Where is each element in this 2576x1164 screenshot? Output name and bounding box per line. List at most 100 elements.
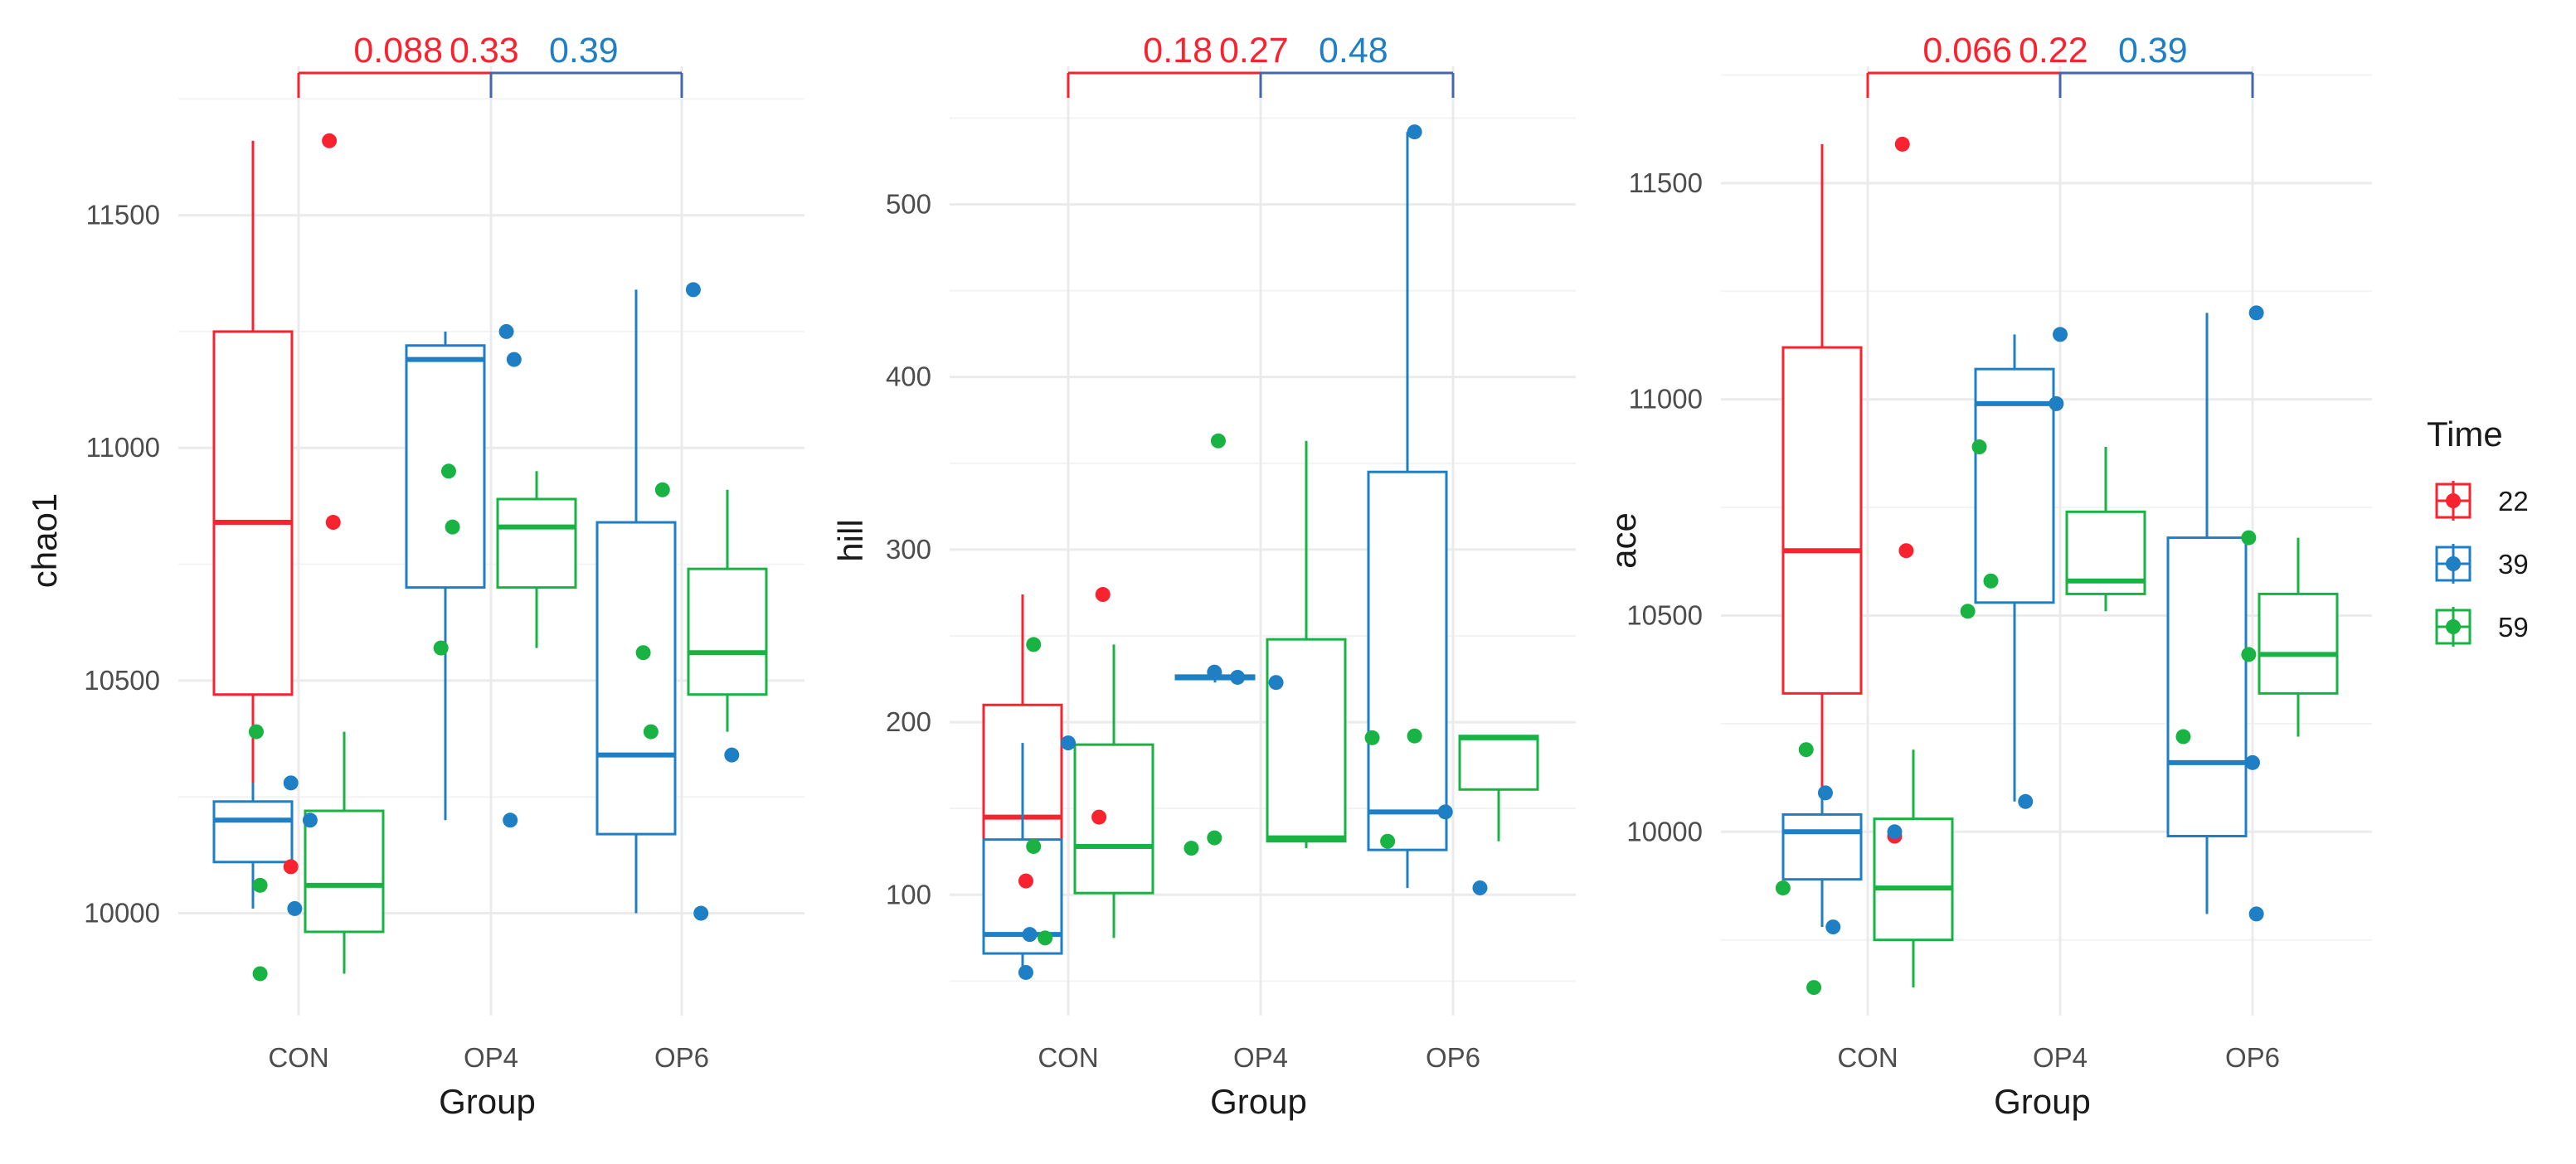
data-point-59 [1026,838,1042,854]
boxes [1781,143,2339,988]
data-point-59 [1380,833,1396,849]
points [1018,124,1488,980]
box-OP6-39 [2166,313,2248,914]
data-point-59 [635,645,651,661]
p-value-label: 0.22 [2019,31,2088,70]
box-OP6-59 [687,489,768,732]
y-tick-label: 11000 [86,432,160,463]
box-CON-59 [1873,749,1954,988]
legend-item-59: 59 [2435,607,2529,647]
data-point-22 [322,133,338,148]
data-point-39 [506,352,522,367]
y-tick-label: 11500 [1629,167,1703,198]
data-point-59 [433,640,449,656]
data-point-59 [248,724,264,740]
x-tick-label: CON [1837,1042,1898,1073]
y-tick-label: 300 [886,534,931,565]
y-tick-label: 10000 [84,898,160,929]
data-point-59 [1407,728,1422,744]
box-OP4-39 [1974,334,2055,802]
x-tick-label: OP4 [464,1042,518,1073]
box-body [1974,367,2055,604]
data-point-59 [643,724,659,740]
data-point-59 [1798,742,1814,758]
points [1775,136,2264,996]
box-OP4-39 [405,331,486,821]
boxes [212,140,768,974]
data-point-59 [1971,439,1987,455]
data-point-59 [1210,433,1226,449]
x-axis-title: Group [1994,1082,2091,1121]
data-point-39 [2245,754,2260,770]
legend-label-39: 39 [2498,549,2529,580]
legend-item-39: 39 [2435,544,2529,584]
data-point-39 [1472,880,1488,895]
p-value-label: 0.27 [1219,31,1289,70]
data-point-39 [1825,919,1841,935]
data-point-39 [2248,906,2264,922]
data-point-22 [1091,809,1107,825]
significance-brackets: 0.066 0.22 0.39 [1866,31,2254,98]
box-CON-22 [1781,143,1863,837]
data-point-39 [1022,927,1038,943]
legend-label-22: 22 [2498,486,2529,517]
box-body [304,809,385,934]
box-body [1073,743,1154,895]
data-point-39 [2049,395,2064,411]
data-point-39 [685,282,701,298]
x-tick-label: OP6 [2225,1042,2280,1073]
box-OP4-59 [2065,447,2146,612]
data-point-39 [503,812,518,828]
p-value-label: 0.48 [1319,31,1388,70]
data-point-59 [1983,573,1999,589]
y-tick-label: 10000 [1626,816,1703,846]
box-body [595,521,677,836]
y-tick-label: 100 [886,879,931,909]
panel-hill: 100 200 300 400 500 CON OP4 OP6 Group hill 0.18 0.2… [831,31,1576,1121]
box-body [2166,536,2248,838]
points [248,133,740,982]
x-tick-label: OP4 [2033,1042,2088,1073]
data-point-39 [1407,124,1422,140]
chart-panels: 10000 10500 11000 11500 CON OP4 OP6 Group chao1 0… [25,31,2372,1121]
panel-ace: 10000 10500 11000 11500 CON OP4 OP6 Group ace 0.0… [1604,31,2372,1121]
data-point-39 [2053,327,2068,342]
data-point-59 [1775,880,1791,896]
panel-chao1: 10000 10500 11000 11500 CON OP4 OP6 Group chao1 0… [25,31,804,1121]
data-point-59 [440,463,456,479]
data-point-39 [283,775,299,791]
data-point-39 [287,900,303,916]
box-CON-59 [304,731,385,974]
y-axis-title: chao1 [25,493,64,588]
p-value-label: 0.39 [2118,31,2188,70]
box-OP6-59 [1458,735,1539,841]
significance-brackets: 0.088 0.33 0.39 [297,31,683,98]
data-point-59 [1806,980,1822,996]
data-point-39 [2018,793,2034,809]
data-point-39 [1887,824,1903,840]
data-point-59 [1960,604,1976,619]
data-point-59 [1184,841,1199,856]
data-point-59 [252,966,268,982]
box-body [2258,592,2339,695]
data-point-59 [445,519,460,535]
data-point-59 [252,877,268,893]
y-tick-label: 10500 [1626,599,1703,630]
significance-brackets: 0.18 0.27 0.48 [1067,31,1455,98]
box-body [1781,346,1863,695]
y-axis-title: ace [1604,512,1643,569]
data-point-39 [1207,664,1222,680]
data-point-59 [1026,637,1042,652]
p-value-label: 0.33 [450,31,519,70]
y-tick-label: 500 [886,189,931,220]
y-axis-title: hill [831,519,870,561]
data-point-59 [2241,647,2257,662]
box-CON-22 [212,140,294,867]
box-OP4-59 [496,471,577,648]
x-tick-label: CON [1038,1042,1098,1073]
y-tick-label: 400 [886,361,931,392]
box-body [496,497,577,589]
data-point-22 [1018,873,1033,889]
legend-title: Time [2427,415,2503,453]
y-tick-label: 11000 [1629,384,1703,415]
